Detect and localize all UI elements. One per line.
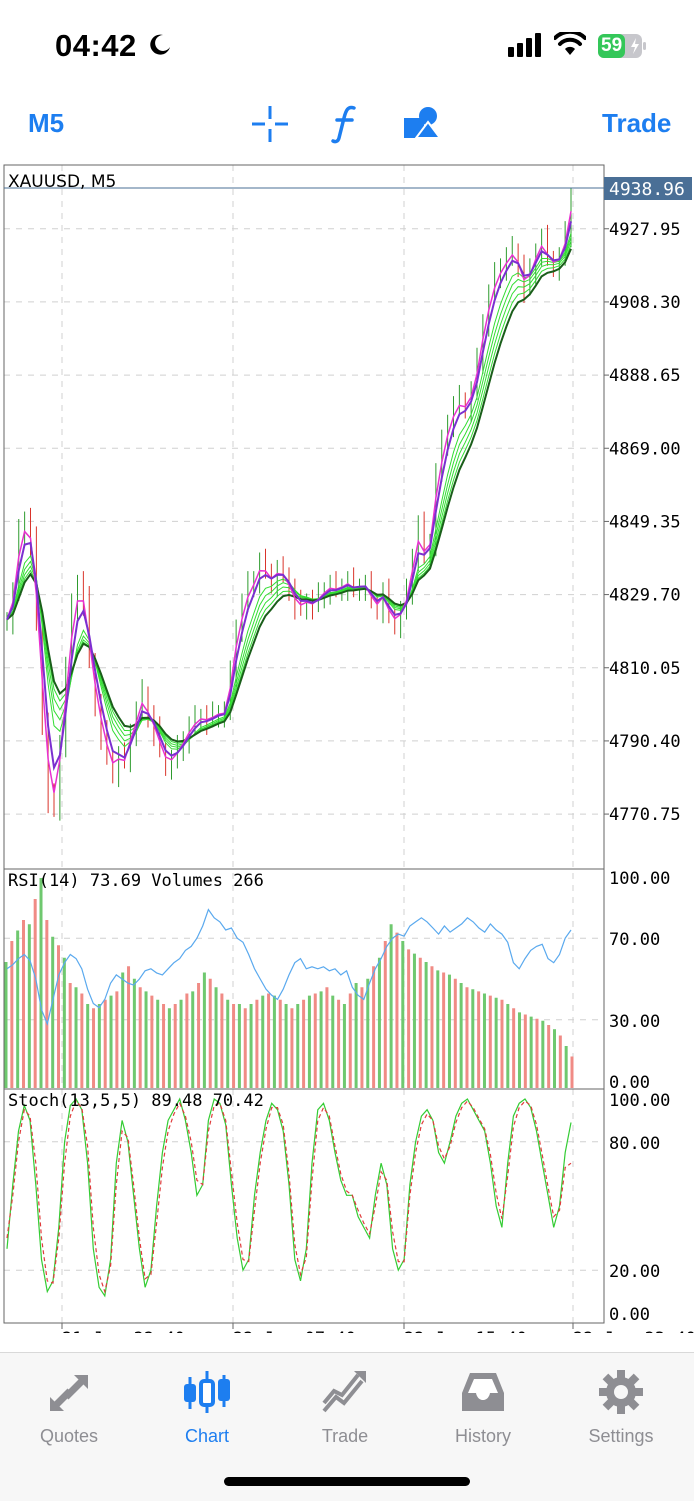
ma-band-line [6,237,572,748]
stochastic-lines [6,1097,572,1298]
tab-label-chart: Chart [184,1426,229,1446]
inbox-tray-icon [462,1373,504,1411]
price-tick-label: 4849.35 [609,512,681,532]
stoch-main-line [6,1097,572,1298]
gear-icon [599,1370,643,1414]
trade-chart-icon [322,1371,366,1413]
trade-button[interactable]: Trade [602,108,672,138]
home-indicator [224,1477,470,1486]
price-tick-label: 4790.40 [609,732,681,752]
ma-band-line [6,240,572,746]
time-tick-label: 22 Jan 07:40 [233,1329,356,1333]
tab-settings[interactable]: Settings [552,1353,690,1453]
ma-slow-line [6,248,572,743]
rsi-tick-label: 100.00 [609,869,670,889]
tab-label-trade: Trade [321,1426,369,1446]
rsi-pane-label: RSI(14) 73.69 Volumes 266 [8,871,264,891]
rsi-tick-label: 70.00 [609,930,660,950]
wifi-icon [554,32,586,55]
tab-label-settings: Settings [588,1426,654,1446]
x-axis-labels: 21 Jan 22:40 22 Jan 07:40 22 Jan 15:40 22 J… [61,1323,694,1333]
tab-label-quotes: Quotes [39,1426,99,1446]
cellular-signal-icon [508,33,541,57]
ma-band-line [6,232,572,750]
moving-average-ribbon [6,211,572,793]
tab-label-history: History [454,1426,511,1446]
candlestick-chart-icon [184,1371,230,1413]
rsi-tick-label: 0.00 [609,1073,650,1093]
rsi-tick-label: 30.00 [609,1012,660,1032]
tab-quotes[interactable]: Quotes [0,1353,138,1453]
stoch-tick-label: 20.00 [609,1262,660,1282]
price-tick-label: 4888.65 [609,366,681,386]
tab-trade[interactable]: Trade [276,1353,414,1453]
tab-history[interactable]: History [414,1353,552,1453]
battery-icon [598,34,646,58]
price-tick-label: 4810.05 [609,659,681,679]
current-price-label: 4938.96 [609,179,685,200]
rsi-line [6,908,572,1026]
price-tick-label: 4927.95 [609,220,681,240]
stoch-tick-label: 0.00 [609,1305,650,1325]
chart-grid [4,165,604,1323]
moon-icon [150,34,170,55]
price-tick-label: 4770.75 [609,805,681,825]
price-tick-label: 4908.30 [609,293,681,313]
price-tick-label: 4829.70 [609,586,681,606]
price-tick-label: 4869.00 [609,439,681,459]
stoch-signal-line [6,1099,572,1294]
time-tick-label: 22 Jan 23:40 [573,1329,694,1333]
status-time: 04:42 [55,28,137,63]
chart-border [3,164,605,1324]
ma-fast-line [6,211,572,793]
stoch-tick-label: 100.00 [609,1091,670,1111]
time-tick-label: 22 Jan 15:40 [404,1329,527,1333]
function-icon[interactable] [330,104,360,144]
quotes-arrows-icon [50,1375,88,1411]
objects-icon[interactable] [402,104,442,144]
chart-area[interactable]: 4938.96 XAUUSD, M5 RSI(14) 73.69 Volumes… [0,163,694,1333]
stoch-tick-label: 80.00 [609,1134,660,1154]
ma-base-line [6,221,572,772]
stoch-pane-label: Stoch(13,5,5) 89.48 70.42 [8,1091,264,1111]
current-price-badge [604,177,692,200]
chart-title: XAUUSD, M5 [8,172,116,192]
time-tick-label: 21 Jan 22:40 [62,1329,185,1333]
volume-bars [4,878,574,1088]
tab-chart[interactable]: Chart [138,1353,276,1453]
timeframe-button[interactable]: M5 [28,108,65,138]
tab-bar: Quotes Chart Trade History [0,1352,694,1501]
status-bar: 04:42 59 [0,0,694,90]
candles [6,187,572,821]
battery-level: 59 [601,35,623,56]
crosshair-icon[interactable] [250,104,290,144]
rsi-line [6,908,572,1026]
y-axis-labels: 4927.95 4908.30 4888.65 4869.00 4849.35 4829.… [604,220,681,1325]
